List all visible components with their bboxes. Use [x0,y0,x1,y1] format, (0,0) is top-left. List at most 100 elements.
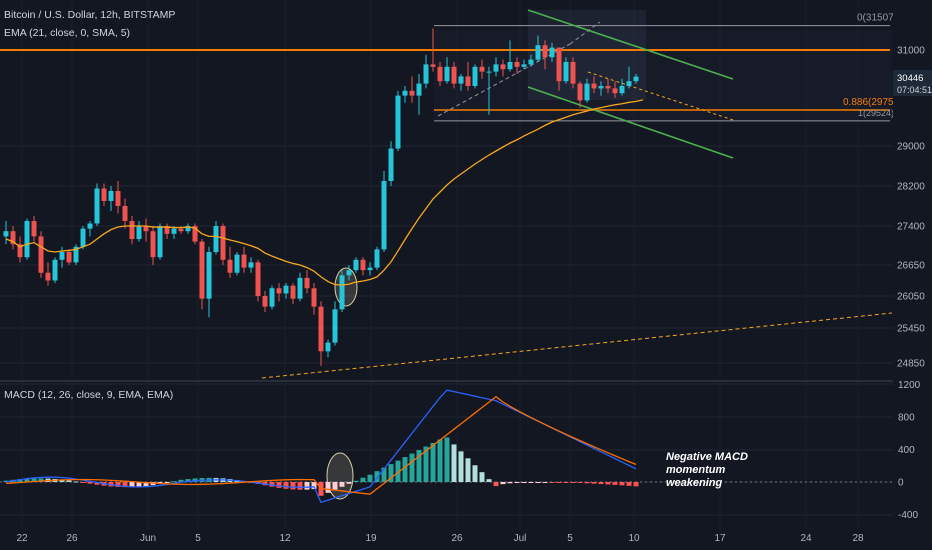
macd-histogram-bar [619,482,625,486]
macd-tick-label: 0 [898,478,904,489]
candle-body [94,188,100,224]
macd-histogram-bar [388,464,394,482]
macd-histogram-bar [171,481,177,483]
signal-line [5,395,637,495]
macd-histogram-bar [59,479,65,482]
annotation-line-1: Negative MACD momentum [666,451,748,476]
pattern-line-2 [569,21,601,45]
price-tick-label: 27400 [897,222,925,233]
candle-body [465,76,471,86]
ema-legend[interactable]: EMA (21, close, 0, SMA, 5) [4,27,131,39]
macd-histogram-bar [73,481,79,483]
macd-histogram-bar [584,482,590,484]
macd-histogram-bar [549,482,555,483]
macd-histogram-bar [164,482,170,483]
candle-body [304,277,310,289]
price-tick-label: 26050 [897,292,925,303]
macd-histogram-bar [325,482,331,493]
candle-body [458,76,464,84]
candle-body [38,236,44,273]
candle-body [24,221,30,258]
time-tick-label: 10 [628,533,640,544]
macd-histogram-bar [3,480,9,482]
macd-histogram-bar [353,480,359,482]
macd-histogram-bar [500,482,506,485]
macd-histogram-bar [80,482,86,483]
channel-upper-line [527,9,734,80]
candle-body [101,188,107,201]
macd-tick-label: 400 [898,445,915,456]
candle-body [339,275,345,310]
time-axis-panel [0,530,893,550]
macd-histogram-bar [360,477,366,482]
macd-histogram-bar [416,450,422,482]
candle-body [416,83,422,96]
candle-body [500,64,506,70]
candle-body [248,262,254,268]
ema-line [5,99,644,286]
macd-histogram-bar [395,460,401,482]
macd-histogram-bar [507,482,513,484]
candle-body [31,221,37,237]
time-tick-label: 22 [16,533,28,544]
macd-histogram-bar [136,482,142,487]
candle-body [388,148,394,181]
candle-body [556,47,562,82]
candle-body [423,64,429,84]
macd-histogram-bar [31,478,37,482]
time-axis: 22 26 Jun 5 12 19 26 Jul 5 10 17 24 28 [0,530,893,550]
time-tick-label: 19 [365,533,377,544]
candle-body [346,270,352,276]
candle-body [332,309,338,343]
candle-body [52,259,58,281]
macd-histogram-bar [535,482,541,483]
candle-body [493,64,499,72]
macd-histogram-bar [24,478,30,482]
candle-body [115,191,121,206]
candle-body [570,62,576,84]
candle-body [584,83,590,101]
fib-1-label: 1(29524) [858,108,894,118]
time-tick-label: 12 [279,533,291,544]
macd-histogram-bar [297,482,303,490]
macd-histogram-bar [339,482,345,487]
symbol-title[interactable]: Bitcoin / U.S. Dollar, 12h, BITSTAMP [4,9,176,21]
candle-body [66,252,72,263]
candle-body [297,277,303,299]
macd-histogram-bar [381,467,387,482]
price-tick-label: 26650 [897,261,925,272]
current-price-badge [893,70,932,96]
candle-body [276,288,282,294]
macd-histogram-bar [486,479,492,482]
macd-histogram-bar [437,439,443,482]
trendline-support [261,312,893,379]
candle-body [598,86,604,89]
macd-histogram-bar [94,482,100,485]
candle-body [605,86,611,89]
candle-body [409,90,415,96]
candle-body [437,66,443,82]
macd-legend[interactable]: MACD (12, 26, close, 9, EMA, EMA) [4,389,174,401]
channel-lower-line [527,86,734,159]
candle-body [395,95,401,149]
macd-pane [0,389,893,504]
candle-body [234,254,240,273]
candle-body [311,288,317,307]
time-tick-label: 5 [195,533,201,544]
candle-body [59,252,65,260]
macd-histogram-bar [472,465,478,482]
candle-body [619,86,625,94]
candle-body [507,62,513,70]
candle-body [612,88,618,94]
highlight-ellipse-price [334,267,358,307]
candle-body [3,231,9,237]
candle-body [136,226,142,239]
candle-body [451,66,457,84]
macd-histogram-bar [122,482,128,488]
time-tick-label: 28 [852,533,864,544]
macd-histogram-bar [479,472,485,482]
macd-histogram-bar [598,482,604,485]
time-tick-label: 26 [66,533,78,544]
candle-body [633,76,639,82]
